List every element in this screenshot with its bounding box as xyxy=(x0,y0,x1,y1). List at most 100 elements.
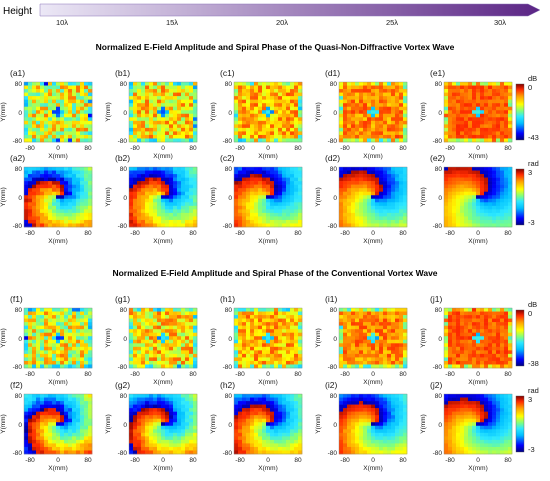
heatmap-cell xyxy=(185,198,190,203)
heatmap-cell xyxy=(56,138,61,143)
heatmap-cell xyxy=(278,124,283,129)
heatmap-cell xyxy=(149,181,154,185)
heatmap-cell xyxy=(64,85,69,90)
heatmap-cell xyxy=(250,346,255,351)
heatmap-cell xyxy=(266,96,271,100)
heatmap-cell xyxy=(500,85,505,90)
heatmap-cell xyxy=(395,209,400,214)
heatmap-cell xyxy=(403,99,408,104)
heatmap-cell xyxy=(48,113,53,118)
heatmap-cell xyxy=(137,212,142,217)
heatmap-cell xyxy=(28,205,33,210)
heatmap-cell xyxy=(145,394,150,398)
heatmap-cell xyxy=(246,174,251,178)
heatmap-cell xyxy=(294,85,299,90)
heatmap-cell xyxy=(60,308,65,312)
heatmap-cell xyxy=(391,167,396,171)
heatmap-cell xyxy=(488,343,493,348)
heatmap-cell xyxy=(157,113,162,118)
heatmap-cell xyxy=(379,346,384,351)
heatmap-cell xyxy=(500,343,505,348)
heatmap-cell xyxy=(298,322,303,326)
heatmap-cell xyxy=(234,346,239,351)
heatmap-cell xyxy=(52,429,57,434)
heatmap-cell xyxy=(351,343,356,348)
panel-label: (f1) xyxy=(10,294,23,304)
heatmap-cell xyxy=(52,397,57,402)
heatmap-cell xyxy=(448,85,453,90)
heatmap-cell xyxy=(193,82,198,86)
heatmap-cell xyxy=(52,191,57,196)
heatmap-cell xyxy=(64,117,69,122)
heatmap-cell xyxy=(351,170,356,175)
heatmap-cell xyxy=(379,339,384,344)
heatmap-cell xyxy=(456,181,461,185)
heatmap-cell xyxy=(129,346,134,351)
heatmap-cell xyxy=(181,138,186,143)
heatmap-cell xyxy=(355,82,360,86)
heatmap-cell xyxy=(141,188,146,193)
heatmap-cell xyxy=(52,134,57,139)
heatmap-cell xyxy=(484,181,489,185)
heatmap-cell xyxy=(60,343,65,348)
heatmap-cell xyxy=(145,131,150,136)
heatmap-cell xyxy=(88,339,93,344)
heatmap-cell xyxy=(129,422,134,427)
heatmap-cell xyxy=(298,103,303,108)
heatmap-cell xyxy=(24,329,29,334)
y-axis-label: Y(mm) xyxy=(420,187,427,207)
heatmap-cell xyxy=(456,89,461,93)
y-tick-label: 80 xyxy=(225,166,233,173)
heatmap-cell xyxy=(72,318,77,323)
heatmap-cell xyxy=(504,106,509,111)
heatmap-cell xyxy=(444,120,449,125)
heatmap-cell xyxy=(371,212,376,217)
heatmap-cell xyxy=(274,336,279,341)
heatmap-cell xyxy=(32,127,37,132)
heatmap-cell xyxy=(28,408,33,412)
heatmap-cell xyxy=(181,113,186,118)
heatmap-cell xyxy=(165,450,170,455)
heatmap-cell xyxy=(387,332,392,337)
heatmap-cell xyxy=(262,191,267,196)
heatmap-cell xyxy=(274,184,279,189)
heatmap-cell xyxy=(48,315,53,319)
heatmap-cell xyxy=(383,325,388,330)
heatmap-cell xyxy=(351,346,356,351)
heatmap-cell xyxy=(452,85,457,90)
heatmap-cell xyxy=(40,99,45,104)
heatmap-cell xyxy=(500,124,505,129)
heatmap-cell xyxy=(145,439,150,444)
heatmap-cell xyxy=(189,188,194,193)
heatmap-cell xyxy=(278,127,283,132)
heatmap-cell xyxy=(270,318,275,323)
heatmap-cell xyxy=(84,357,89,362)
heatmap-cell xyxy=(234,329,239,334)
heatmap-cell xyxy=(278,117,283,122)
heatmap-cell xyxy=(177,357,182,362)
heatmap-cell xyxy=(444,177,449,182)
heatmap-cell xyxy=(28,404,33,409)
heatmap-cell xyxy=(153,343,158,348)
heatmap-cell xyxy=(472,188,477,193)
heatmap-cell xyxy=(52,343,57,348)
heatmap-cell xyxy=(254,106,259,111)
heatmap-cell xyxy=(44,191,49,196)
heatmap-cell xyxy=(48,357,53,362)
heatmap-cell xyxy=(274,311,279,316)
heatmap-cell xyxy=(72,329,77,334)
heatmap-cell xyxy=(379,332,384,337)
x-tick-label: -80 xyxy=(25,230,35,237)
heatmap-cell xyxy=(40,322,45,326)
heatmap-cell xyxy=(68,92,73,97)
heatmap-cell xyxy=(129,401,134,405)
heatmap-cell xyxy=(351,188,356,193)
heatmap-cell xyxy=(383,198,388,203)
heatmap-cell xyxy=(88,110,93,115)
heatmap-cell xyxy=(153,184,158,189)
heatmap-cell xyxy=(484,216,489,221)
heatmap-cell xyxy=(28,322,33,326)
heatmap-cell xyxy=(286,120,291,125)
heatmap-cell xyxy=(133,202,138,207)
heatmap-cell xyxy=(129,113,134,118)
